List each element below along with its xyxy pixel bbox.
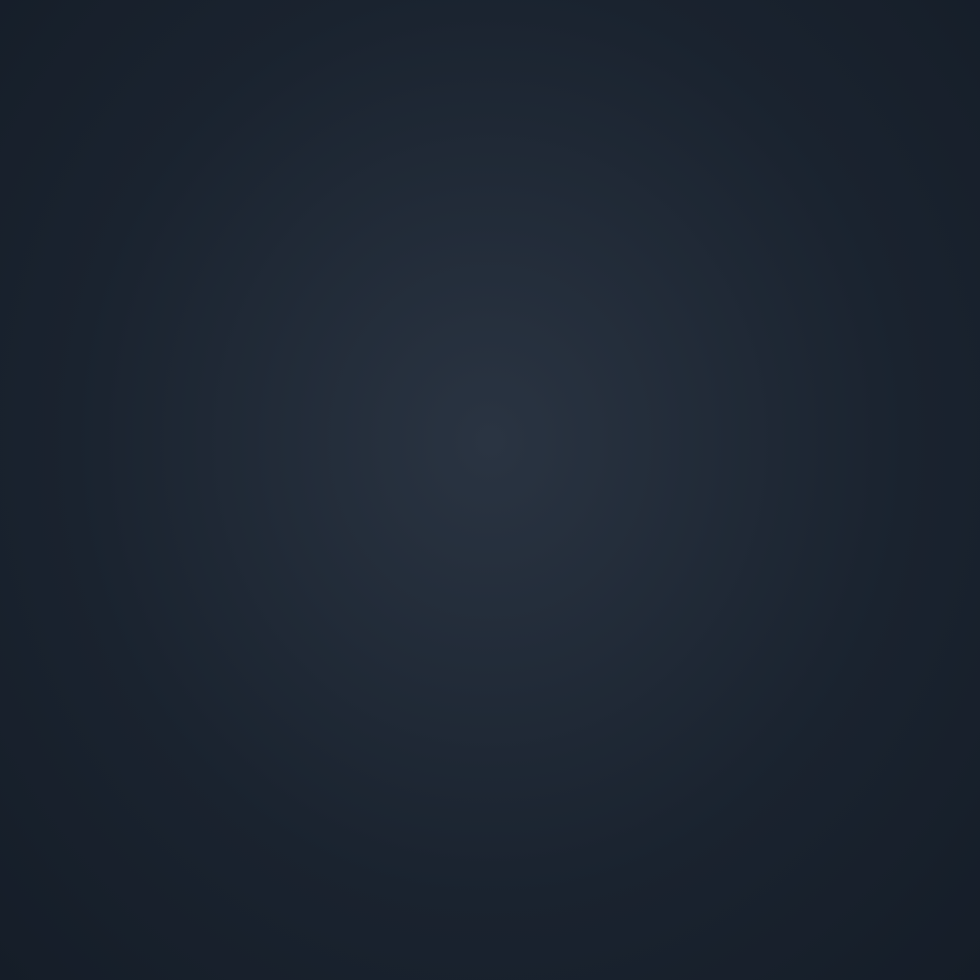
chart-stage: [0, 0, 980, 980]
